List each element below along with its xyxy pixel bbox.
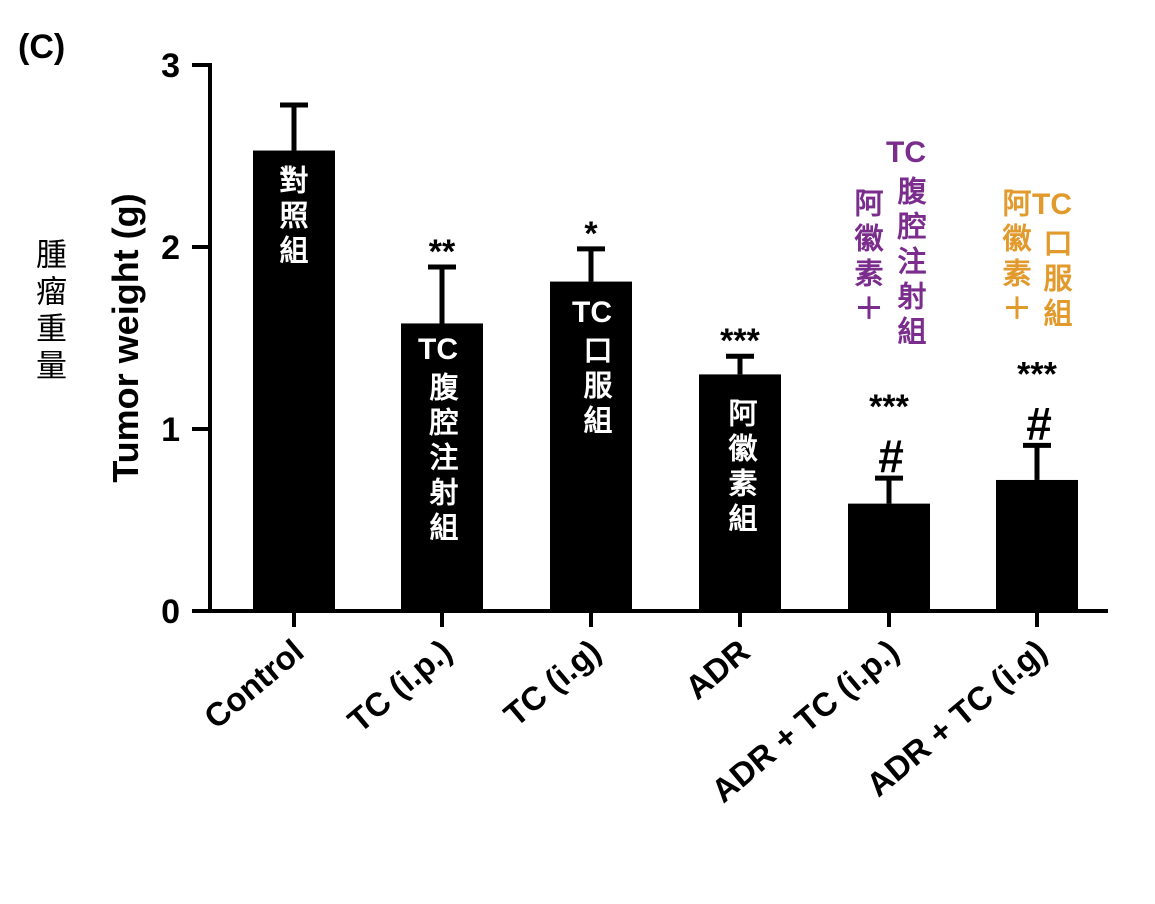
cn-y-axis-label: 腫瘤重量 xyxy=(30,238,66,386)
y-tick-label: 3 xyxy=(161,47,180,85)
x-category-label: TC (i.p.) xyxy=(341,632,459,739)
significance-marker: *** xyxy=(1017,355,1057,393)
x-category-label: Control xyxy=(197,632,311,736)
bar xyxy=(401,323,483,611)
annotation-tc-ig-tc: TC xyxy=(572,296,612,329)
significance-marker: ** xyxy=(429,233,456,271)
panel-label: (C) xyxy=(18,28,66,66)
y-axis-title: Tumor weight (g) xyxy=(105,193,146,482)
annotation-adr-cn: 阿徽素組 xyxy=(724,398,758,538)
significance-marker: *** xyxy=(869,388,909,426)
annotation-combo-ip-left: 阿徽素＋ xyxy=(850,188,884,328)
annotation-combo-ig-tc: TC xyxy=(1032,188,1072,221)
hash-marker: # xyxy=(878,430,904,482)
significance-marker: *** xyxy=(720,322,760,360)
bar xyxy=(996,479,1078,611)
y-tick-label: 1 xyxy=(161,411,180,449)
annotation-combo-ip-tc: TC xyxy=(886,136,926,169)
bar xyxy=(699,374,781,611)
bar xyxy=(550,281,632,611)
y-tick-label: 2 xyxy=(161,229,180,267)
y-tick-label: 0 xyxy=(161,593,180,631)
hash-marker: # xyxy=(1026,397,1052,449)
bar xyxy=(253,150,335,612)
annotation-tc-ip-cn: 腹腔注射組 xyxy=(425,372,459,547)
x-category-label: ADR xyxy=(678,632,757,706)
annotation-tc-ip-tc: TC xyxy=(418,333,458,366)
annotation-tc-ig-cn: 口服組 xyxy=(579,335,613,440)
annotation-combo-ig-left: 阿徽素＋ xyxy=(998,188,1032,328)
bar xyxy=(848,503,930,611)
annotation-combo-ig-right: 口服組 xyxy=(1039,228,1073,333)
annotation-combo-ip-right: 腹腔注射組 xyxy=(893,176,927,351)
significance-marker: * xyxy=(584,215,598,253)
annotation-control: 對照組 xyxy=(275,165,309,270)
x-category-label: TC (i.g) xyxy=(497,632,608,733)
